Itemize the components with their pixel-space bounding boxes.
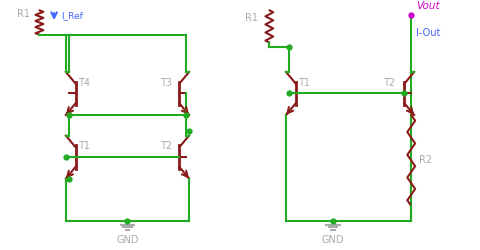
Text: R1: R1 bbox=[245, 13, 258, 23]
Text: R1: R1 bbox=[17, 9, 30, 19]
Text: R2: R2 bbox=[419, 156, 432, 166]
Text: T1: T1 bbox=[78, 141, 90, 151]
Text: GND: GND bbox=[322, 235, 344, 245]
Text: T2: T2 bbox=[383, 78, 395, 88]
Text: T1: T1 bbox=[298, 78, 310, 88]
Text: T4: T4 bbox=[78, 78, 90, 88]
Text: Vout: Vout bbox=[416, 1, 440, 11]
Text: T2: T2 bbox=[160, 141, 172, 151]
Text: I-Out: I-Out bbox=[416, 28, 441, 38]
Text: T3: T3 bbox=[160, 78, 172, 88]
Text: GND: GND bbox=[116, 235, 139, 245]
Text: I_Ref: I_Ref bbox=[61, 11, 83, 20]
